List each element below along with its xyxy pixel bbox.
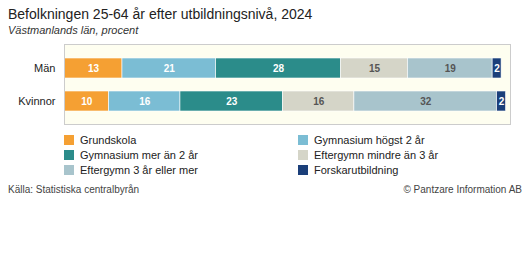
html-text:Eftergymn mindre än 3 år: Eftergymn mindre än 3 år [314, 149, 439, 161]
html-text:Gymnasium mer än 2 år: Gymnasium mer än 2 år [80, 149, 198, 161]
html-text:Eftergymn 3 år eller mer: Eftergymn 3 år eller mer [80, 164, 198, 176]
svg-text:28: 28 [273, 63, 285, 74]
svg-text:16: 16 [139, 96, 151, 107]
svg-text:2: 2 [499, 96, 505, 107]
html-text:© Pantzare Information AB: © Pantzare Information AB [403, 184, 522, 195]
svg-text:23: 23 [226, 96, 238, 107]
html-text:Grundskola: Grundskola [80, 134, 137, 146]
html-text:Källa: Statistiska centralbyrå: Källa: Statistiska centralbyrån [8, 184, 140, 195]
html-text:Forskarutbildning: Forskarutbildning [314, 164, 399, 176]
html-text:Gymnasium högst 2 år: Gymnasium högst 2 år [314, 134, 425, 146]
html-text:Befolkningen 25-64 år efter ut: Befolkningen 25-64 år efter utbildningsn… [8, 6, 313, 22]
svg-text:19: 19 [445, 63, 457, 74]
svg-text:21: 21 [164, 63, 176, 74]
svg-text:2: 2 [494, 63, 500, 74]
svg-text:Män: Män [34, 62, 55, 74]
svg-text:Kvinnor: Kvinnor [18, 95, 56, 107]
svg-text:13: 13 [88, 63, 100, 74]
svg-text:16: 16 [313, 96, 325, 107]
svg-text:10: 10 [81, 96, 93, 107]
svg-text:15: 15 [369, 63, 381, 74]
html-text:Västmanlands län, procent: Västmanlands län, procent [8, 24, 139, 36]
svg-text:32: 32 [420, 96, 432, 107]
